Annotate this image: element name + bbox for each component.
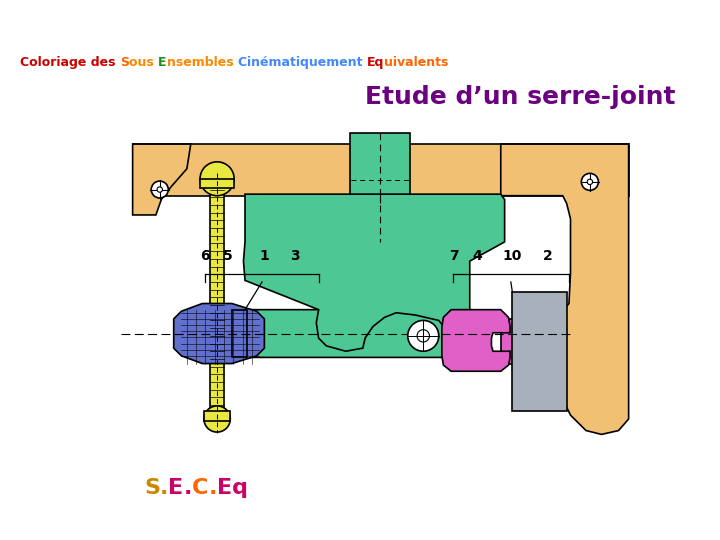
Text: nsembles: nsembles	[166, 56, 238, 69]
Text: 3: 3	[291, 249, 300, 264]
Bar	[513, 292, 567, 411]
Polygon shape	[500, 144, 629, 434]
Bar	[350, 132, 410, 200]
Text: Eq: Eq	[217, 478, 248, 498]
Text: .: .	[184, 478, 192, 498]
Text: 7: 7	[449, 249, 459, 264]
Text: 5: 5	[223, 249, 233, 264]
Circle shape	[200, 162, 234, 195]
Text: Etude d’un serre-joint: Etude d’un serre-joint	[365, 85, 675, 109]
Text: C: C	[238, 56, 247, 69]
Text: E: E	[158, 56, 166, 69]
Text: 6: 6	[200, 249, 210, 264]
Circle shape	[204, 406, 230, 432]
Bar	[500, 319, 539, 363]
Circle shape	[588, 179, 593, 185]
Text: 10: 10	[503, 249, 522, 264]
Text: 1: 1	[259, 249, 269, 264]
Circle shape	[157, 187, 163, 192]
Bar	[232, 309, 248, 357]
Polygon shape	[200, 179, 234, 188]
Bar	[210, 173, 224, 425]
Circle shape	[417, 330, 429, 342]
Polygon shape	[174, 303, 264, 363]
Text: 4: 4	[472, 249, 482, 264]
Polygon shape	[204, 411, 230, 421]
Text: C: C	[192, 478, 208, 498]
Polygon shape	[132, 144, 191, 215]
Polygon shape	[132, 144, 629, 195]
Text: Eq: Eq	[366, 56, 384, 69]
Polygon shape	[243, 194, 505, 351]
Text: Coloriage des: Coloriage des	[20, 56, 120, 69]
Text: S: S	[120, 56, 129, 69]
Circle shape	[151, 181, 168, 198]
Text: uivalents: uivalents	[384, 56, 449, 69]
Polygon shape	[442, 309, 510, 372]
Text: .: .	[208, 478, 217, 498]
Text: 2: 2	[542, 249, 552, 264]
Text: ous: ous	[129, 56, 158, 69]
Text: inématiquement: inématiquement	[247, 56, 366, 69]
Circle shape	[581, 173, 598, 190]
Text: E: E	[168, 478, 184, 498]
Text: .: .	[160, 478, 168, 498]
Text: S: S	[144, 478, 160, 498]
Circle shape	[408, 320, 438, 351]
Polygon shape	[232, 309, 469, 357]
